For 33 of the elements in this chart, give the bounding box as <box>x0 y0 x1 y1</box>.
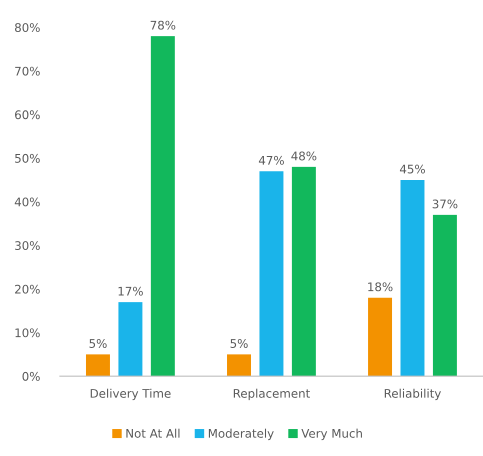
bar <box>150 36 175 376</box>
bar <box>400 180 424 376</box>
bar <box>292 166 316 376</box>
y-tick-label: 20% <box>15 284 40 294</box>
y-tick-label: 70% <box>15 66 40 76</box>
data-label: 37% <box>432 199 458 208</box>
legend-label: Not At All <box>126 428 180 438</box>
legend-label: Very Much <box>301 428 362 440</box>
bar <box>368 298 392 376</box>
data-label: 18% <box>368 282 393 292</box>
x-tick-label: Replacement <box>234 388 310 400</box>
bar <box>86 354 110 376</box>
y-tick-label: 10% <box>16 328 40 338</box>
y-tick-label: 50% <box>15 154 40 163</box>
data-label: 5% <box>230 339 248 348</box>
data-label: 17% <box>118 286 143 296</box>
bar <box>432 214 457 376</box>
y-tick-label: 80% <box>15 23 40 32</box>
bar <box>227 354 251 376</box>
bar <box>118 302 142 376</box>
y-tick-label: 60% <box>15 110 40 120</box>
data-label: 47% <box>258 156 284 165</box>
data-label: 78% <box>150 20 176 30</box>
data-label: 48% <box>291 152 316 160</box>
y-tick-label: 0% <box>22 372 40 381</box>
bar <box>259 171 284 376</box>
y-tick-label: 40% <box>14 198 40 206</box>
x-tick-label: Reliability <box>384 388 441 400</box>
legend-label: Moderately <box>208 428 274 440</box>
x-tick-label: Delivery Time <box>90 388 171 400</box>
data-label: 45% <box>400 164 425 174</box>
y-tick-label: 30% <box>15 241 40 250</box>
data-label: 5% <box>90 339 107 348</box>
